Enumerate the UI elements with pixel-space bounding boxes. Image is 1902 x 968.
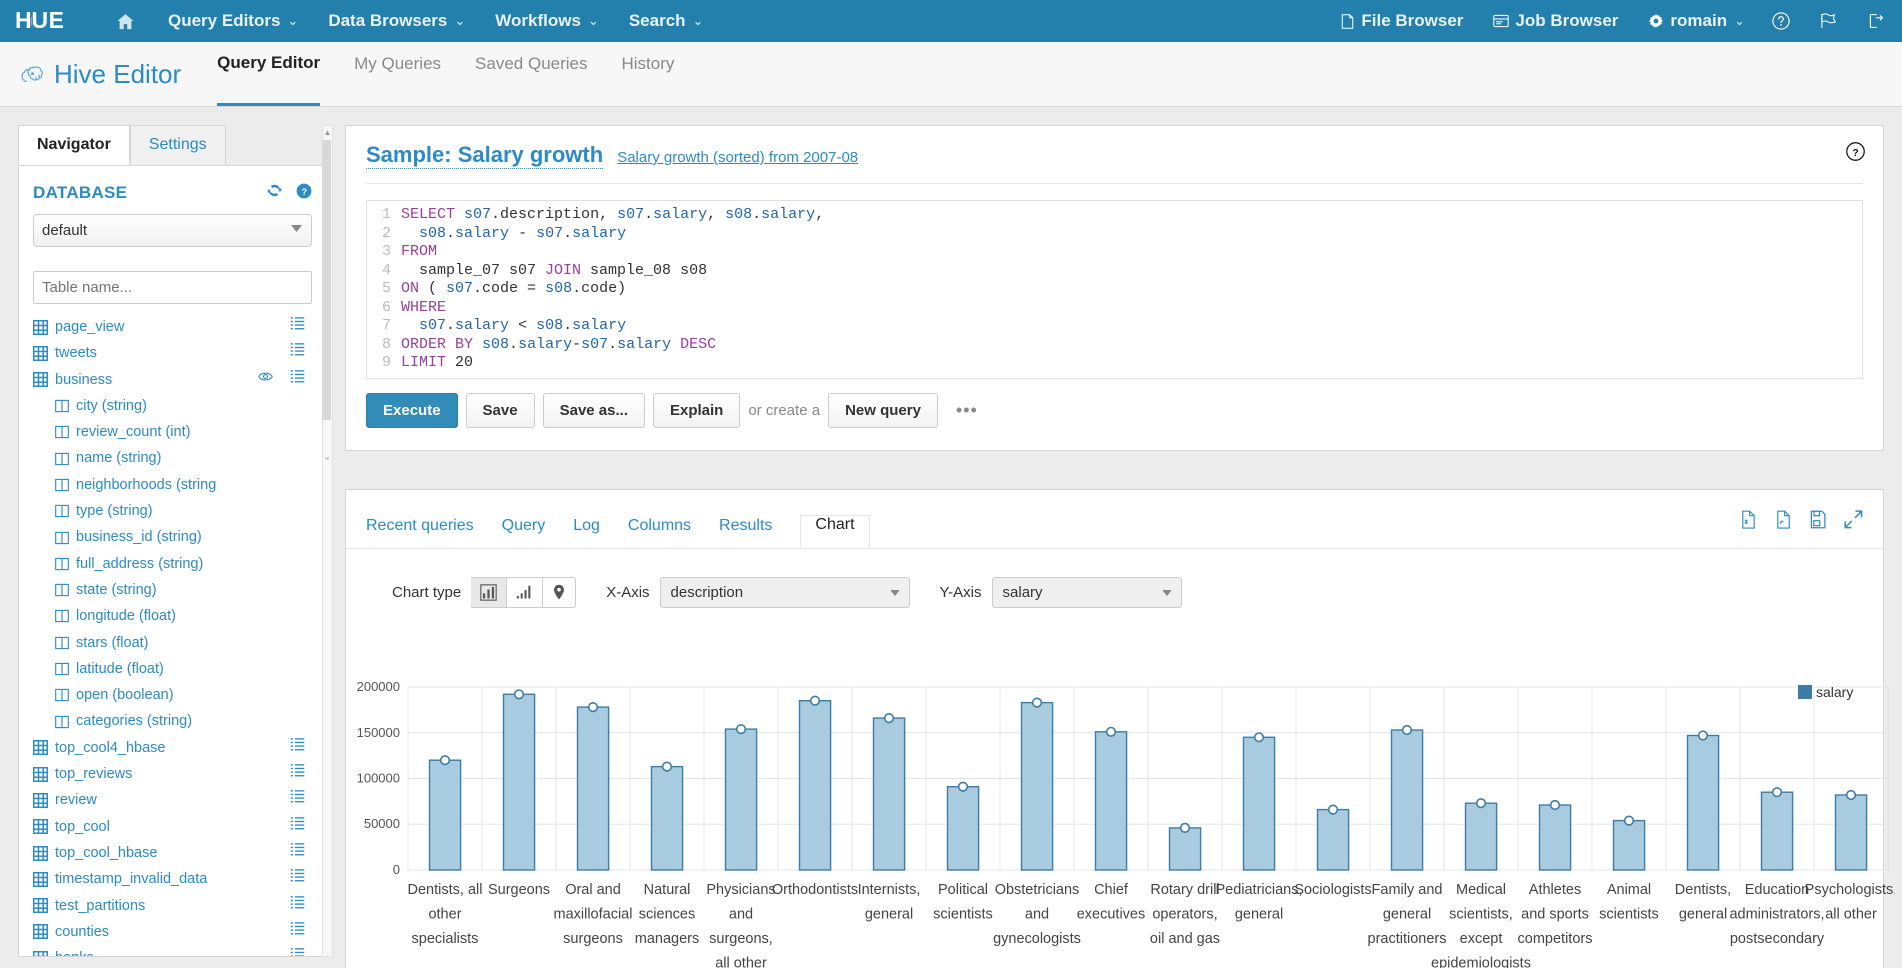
svg-text:?: ? xyxy=(301,187,307,197)
svg-text:Family and: Family and xyxy=(1372,882,1443,898)
svg-text:100000: 100000 xyxy=(357,771,400,786)
svg-text:specialists: specialists xyxy=(412,931,479,947)
svg-text:Psychologists,: Psychologists, xyxy=(1805,882,1895,898)
svg-text:150000: 150000 xyxy=(357,725,400,740)
svg-text:operators,: operators, xyxy=(1152,907,1217,923)
svg-text:scientists,: scientists, xyxy=(1449,907,1513,923)
svg-text:all other: all other xyxy=(1825,907,1877,923)
svg-text:general: general xyxy=(865,907,913,923)
svg-text:and sports: and sports xyxy=(1521,907,1589,923)
svg-text:Surgeons: Surgeons xyxy=(488,882,550,898)
svg-text:?: ? xyxy=(1852,148,1858,159)
svg-text:executives: executives xyxy=(1077,907,1146,923)
svg-text:Rotary drill: Rotary drill xyxy=(1150,882,1219,898)
svg-text:UE: UE xyxy=(32,9,65,33)
svg-text:Athletes: Athletes xyxy=(1529,882,1581,898)
svg-text:Chief: Chief xyxy=(1094,882,1129,898)
svg-text:Internists,: Internists, xyxy=(858,882,921,898)
svg-text:Dentists, all: Dentists, all xyxy=(408,882,483,898)
svg-text:Animal: Animal xyxy=(1607,882,1651,898)
svg-text:Education: Education xyxy=(1745,882,1810,898)
svg-text:and: and xyxy=(729,907,753,923)
svg-text:Oral and: Oral and xyxy=(565,882,621,898)
svg-text:all other: all other xyxy=(715,956,767,968)
svg-text:Pediatricians,: Pediatricians, xyxy=(1215,882,1302,898)
svg-text:salary: salary xyxy=(1816,684,1853,700)
svg-text:postsecondary: postsecondary xyxy=(1730,931,1825,947)
svg-text:practitioners: practitioners xyxy=(1368,931,1447,947)
svg-text:oil and gas: oil and gas xyxy=(1150,931,1220,947)
svg-text:scientists: scientists xyxy=(933,907,993,923)
svg-text:scientists: scientists xyxy=(1599,907,1659,923)
svg-text:gynecologists: gynecologists xyxy=(993,931,1081,947)
svg-text:except: except xyxy=(1460,931,1503,947)
svg-text:administrators,: administrators, xyxy=(1729,907,1824,923)
svg-text:Physicians: Physicians xyxy=(706,882,775,898)
svg-text:epidemiologists: epidemiologists xyxy=(1431,956,1531,968)
svg-text:general: general xyxy=(1679,907,1727,923)
svg-text:general: general xyxy=(1383,907,1431,923)
svg-text:200000: 200000 xyxy=(357,679,400,694)
svg-text:50000: 50000 xyxy=(364,816,400,831)
svg-text:surgeons: surgeons xyxy=(563,931,623,947)
svg-text:Orthodontists: Orthodontists xyxy=(772,882,858,898)
svg-text:other: other xyxy=(428,907,461,923)
svg-text:sciences: sciences xyxy=(639,907,695,923)
svg-text:managers: managers xyxy=(635,931,699,947)
svg-text:maxillofacial: maxillofacial xyxy=(554,907,633,923)
svg-text:and: and xyxy=(1025,907,1049,923)
svg-text:general: general xyxy=(1235,907,1283,923)
svg-text:0: 0 xyxy=(393,862,400,877)
svg-text:H: H xyxy=(16,9,32,33)
svg-text:Sociologists: Sociologists xyxy=(1294,882,1371,898)
svg-text:Political: Political xyxy=(938,882,988,898)
svg-text:surgeons,: surgeons, xyxy=(709,931,773,947)
svg-text:Dentists,: Dentists, xyxy=(1675,882,1731,898)
svg-text:Medical: Medical xyxy=(1456,882,1506,898)
svg-text:Natural: Natural xyxy=(644,882,691,898)
svg-text:competitors: competitors xyxy=(1518,931,1593,947)
svg-text:Obstetricians: Obstetricians xyxy=(995,882,1080,898)
